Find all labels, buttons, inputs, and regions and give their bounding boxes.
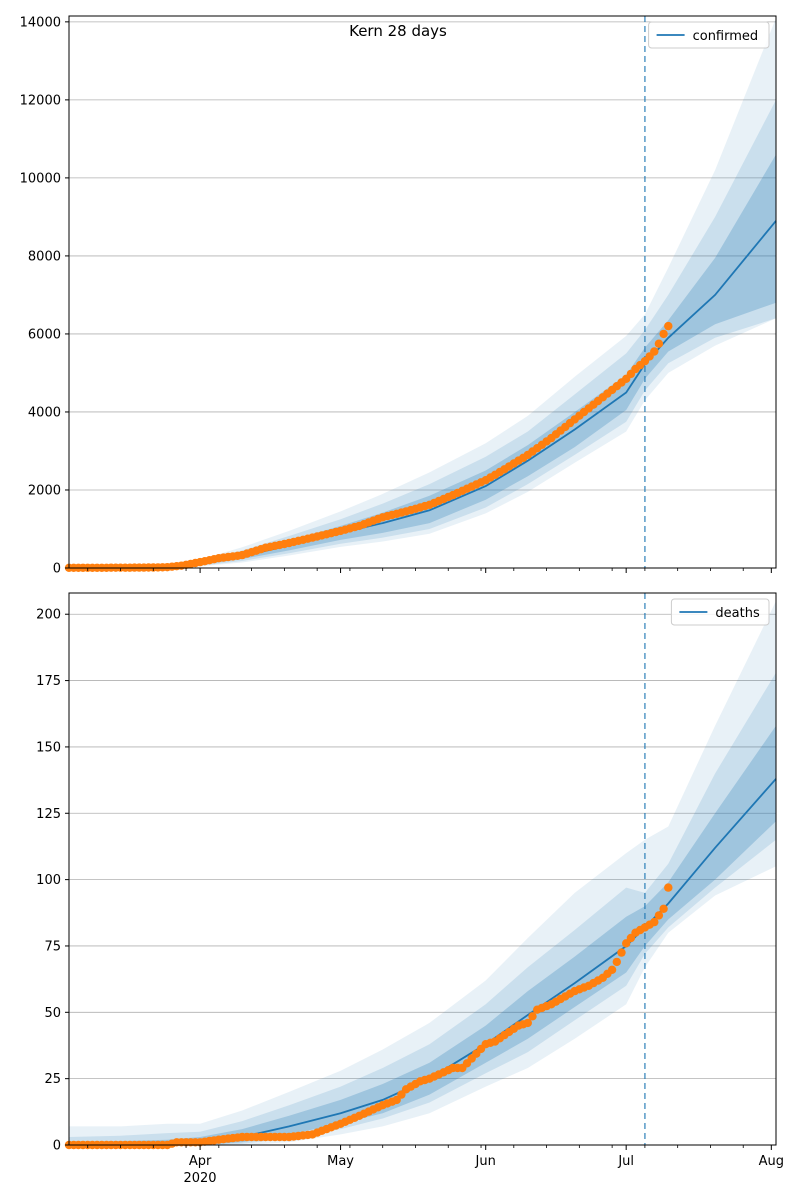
y-tick-label: 4000	[28, 405, 61, 420]
y-tick-label: 175	[36, 674, 61, 689]
y-tick-label: 10000	[20, 171, 61, 186]
confirmed-panel: 0 2000 4000 6000 8000 10000 12000 14000 confirme…	[20, 15, 777, 577]
y-tick-label: 75	[44, 939, 61, 954]
observed-point	[654, 339, 664, 348]
axes-frame	[68, 592, 777, 1146]
x-tick-label: Aug	[759, 1154, 784, 1169]
x-tick-label: Jul	[617, 1154, 634, 1169]
observed-point	[659, 329, 668, 339]
y-tick-label: 0	[53, 562, 61, 577]
observed-point	[664, 321, 673, 331]
observed-point	[650, 917, 659, 927]
uncertainty-band	[69, 18, 776, 568]
axes-frame	[68, 15, 777, 569]
observed-point	[523, 1018, 532, 1028]
x-tick-label: Apr	[189, 1154, 212, 1169]
x-tick-label: Jun	[475, 1154, 496, 1169]
y-tick-label: 6000	[28, 327, 61, 342]
y-tick-label: 100	[36, 873, 61, 888]
legend-label: deaths	[715, 606, 760, 621]
observed-point	[617, 948, 626, 957]
y-tick-label: 2000	[28, 483, 61, 498]
observed-point	[664, 883, 673, 892]
y-tick-label: 150	[36, 740, 61, 755]
uncertainty-band	[69, 601, 776, 1145]
x-tick-label: May	[327, 1154, 354, 1169]
legend-box	[648, 21, 770, 49]
observed-point	[659, 904, 668, 913]
uncertainty-band	[69, 672, 776, 1145]
y-tick-label: 14000	[20, 15, 61, 30]
deaths-panel: 0 25 50 75 100 125 150 175 200 Apr May Jun Jul Aug dea…	[36, 592, 784, 1169]
y-tick-label: 12000	[20, 93, 61, 108]
observed-point	[528, 1012, 537, 1021]
x-year-label: 2020	[183, 1171, 216, 1186]
y-tick-label: 0	[53, 1139, 61, 1154]
legend-label: confirmed	[693, 29, 759, 44]
observed-point	[607, 965, 617, 974]
y-tick-label: 8000	[28, 249, 61, 264]
y-tick-label: 25	[44, 1072, 61, 1087]
y-tick-label: 50	[44, 1006, 61, 1021]
observed-point	[612, 957, 621, 967]
y-tick-label: 125	[36, 807, 61, 822]
legend-box	[670, 598, 770, 626]
chart-title: Kern 28 days	[349, 22, 447, 40]
y-tick-label: 200	[36, 608, 61, 623]
observed-point	[654, 911, 664, 920]
observed-point	[650, 347, 659, 356]
